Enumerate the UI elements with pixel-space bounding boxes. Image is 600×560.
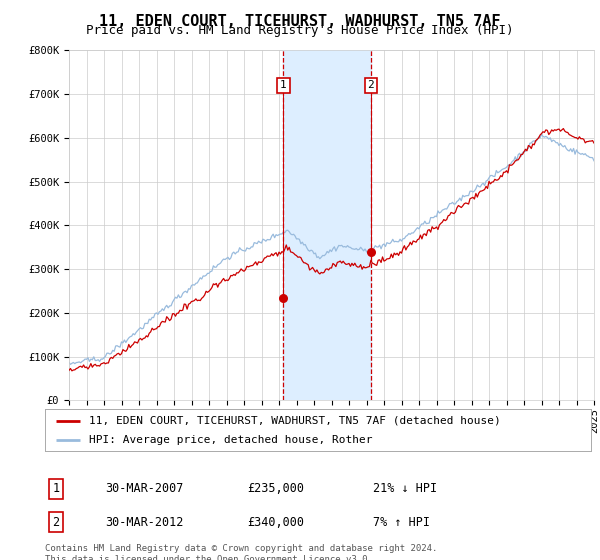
Text: Contains HM Land Registry data © Crown copyright and database right 2024.
This d: Contains HM Land Registry data © Crown c… xyxy=(45,544,437,560)
Text: 30-MAR-2012: 30-MAR-2012 xyxy=(105,516,184,529)
Bar xyxy=(283,50,371,400)
Text: 21% ↓ HPI: 21% ↓ HPI xyxy=(373,482,437,495)
Text: 7% ↑ HPI: 7% ↑ HPI xyxy=(373,516,430,529)
Text: 2: 2 xyxy=(52,516,59,529)
Text: 11, EDEN COURT, TICEHURST, WADHURST, TN5 7AF (detached house): 11, EDEN COURT, TICEHURST, WADHURST, TN5… xyxy=(89,416,500,426)
Text: Price paid vs. HM Land Registry's House Price Index (HPI): Price paid vs. HM Land Registry's House … xyxy=(86,24,514,37)
Text: 1: 1 xyxy=(52,482,59,495)
Text: 2: 2 xyxy=(367,81,374,90)
Point xyxy=(366,247,376,256)
Text: £235,000: £235,000 xyxy=(247,482,304,495)
Text: 30-MAR-2007: 30-MAR-2007 xyxy=(105,482,184,495)
Text: 1: 1 xyxy=(280,81,287,90)
Text: £340,000: £340,000 xyxy=(247,516,304,529)
Text: 11, EDEN COURT, TICEHURST, WADHURST, TN5 7AF: 11, EDEN COURT, TICEHURST, WADHURST, TN5… xyxy=(99,14,501,29)
Text: HPI: Average price, detached house, Rother: HPI: Average price, detached house, Roth… xyxy=(89,435,372,445)
Point xyxy=(278,293,288,302)
